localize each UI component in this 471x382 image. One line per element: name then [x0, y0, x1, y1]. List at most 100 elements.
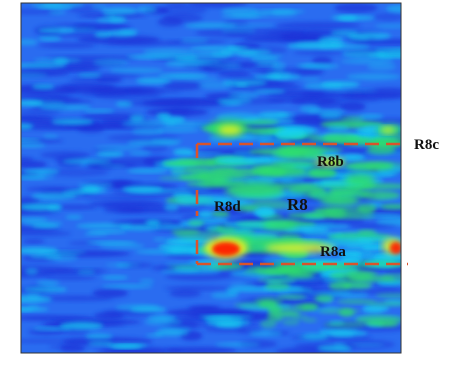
streak-cyan	[119, 29, 139, 34]
hot-blob	[200, 175, 230, 185]
streak-lower	[286, 272, 314, 279]
streak-dark	[351, 39, 401, 45]
streak-lower	[329, 271, 374, 280]
streak-dark	[44, 168, 109, 177]
streak-cyan	[295, 63, 332, 68]
streak-cyan	[208, 62, 242, 69]
streak-band	[188, 220, 205, 227]
streak-dark	[124, 99, 197, 107]
streak-cyan	[248, 330, 283, 337]
streak-dark	[103, 206, 145, 214]
streak-dark	[339, 101, 366, 112]
streak-lower	[318, 308, 361, 314]
streak-dark	[84, 195, 166, 200]
streak-cyan	[129, 114, 144, 122]
streak-cyan	[42, 134, 59, 139]
hot-blob	[265, 243, 335, 253]
streak-dark	[165, 346, 237, 353]
streak-cyan	[130, 306, 167, 313]
streak-cyan	[367, 62, 396, 71]
streak-cyan	[127, 168, 169, 173]
streak-dark	[21, 160, 48, 169]
streak-dark	[44, 274, 97, 281]
streak-cyan	[346, 73, 401, 81]
streak-cyan	[62, 158, 112, 165]
streak-band	[211, 211, 230, 217]
streak-cyan	[21, 100, 44, 106]
streak-lower	[295, 303, 318, 310]
streak-dark	[88, 157, 177, 167]
streak-cyan	[386, 4, 401, 13]
streak-cyan	[250, 56, 280, 62]
streak-cyan	[21, 295, 53, 304]
streak-dark	[94, 311, 124, 320]
streak-band	[308, 168, 337, 178]
streak-dark	[95, 76, 123, 83]
streak-dark	[21, 230, 72, 237]
streak-cyan	[116, 263, 131, 268]
streak-cyan	[36, 280, 60, 286]
streak-cyan	[21, 63, 67, 68]
streak-cyan	[197, 81, 235, 90]
streak-cyan	[91, 4, 107, 10]
streak-cyan	[99, 243, 145, 249]
streak-band	[274, 129, 306, 139]
hot-blob	[262, 220, 298, 230]
streak-cyan	[59, 321, 104, 330]
streak-dark	[128, 87, 156, 94]
streak-cyan	[21, 307, 49, 312]
streak-cyan	[95, 145, 142, 150]
streak-cyan	[109, 67, 164, 74]
hot-spot-edge	[390, 242, 401, 254]
streak-cyan	[139, 279, 155, 284]
streak-cyan	[96, 151, 124, 157]
streak-cyan	[115, 101, 133, 107]
streak-cyan	[29, 254, 62, 259]
streak-cyan	[127, 139, 180, 147]
streak-cyan	[307, 290, 352, 296]
streak-cyan	[62, 190, 86, 196]
streak-dark	[102, 347, 183, 353]
streak-dark	[312, 96, 379, 103]
streak-cyan	[168, 76, 219, 82]
streak-cyan	[131, 128, 164, 136]
streak-dark	[62, 123, 133, 129]
streak-cyan	[76, 223, 132, 229]
streak-dark	[88, 200, 165, 208]
streak-cyan	[215, 342, 261, 347]
streak-cyan	[234, 83, 249, 87]
streak-dark	[166, 107, 191, 115]
streak-cyan	[101, 7, 138, 15]
region-r8-outline	[195, 142, 408, 266]
streak-band	[160, 268, 222, 275]
streak-cyan	[221, 7, 258, 16]
streak-dark	[293, 49, 344, 55]
streak-cyan	[164, 121, 213, 128]
streak-cyan	[257, 111, 290, 119]
streak-cyan	[374, 24, 401, 29]
streak-cyan	[39, 104, 92, 111]
streak-dark	[166, 308, 251, 318]
streak-cyan	[25, 267, 38, 276]
streak-cyan	[32, 326, 72, 331]
streak-lower	[257, 277, 297, 282]
streak-cyan	[225, 23, 276, 28]
streak-dark	[28, 329, 64, 336]
streak-cyan	[318, 328, 359, 333]
streak-cyan	[21, 143, 46, 148]
streak-dark	[162, 13, 203, 23]
streak-cyan	[296, 334, 331, 341]
streak-cyan	[23, 286, 68, 293]
hot-blob	[315, 158, 345, 166]
streak-dark	[106, 40, 183, 46]
streak-cyan	[300, 76, 321, 82]
streak-cyan	[21, 138, 42, 142]
label-r8a: R8a	[320, 244, 346, 260]
hot-blob	[225, 182, 285, 198]
streak-cyan	[68, 26, 98, 32]
streak-cyan	[135, 77, 172, 85]
streak-band	[174, 230, 219, 240]
streak-cyan	[184, 152, 222, 156]
streak-dark	[38, 42, 96, 49]
streak-lower	[365, 320, 399, 327]
